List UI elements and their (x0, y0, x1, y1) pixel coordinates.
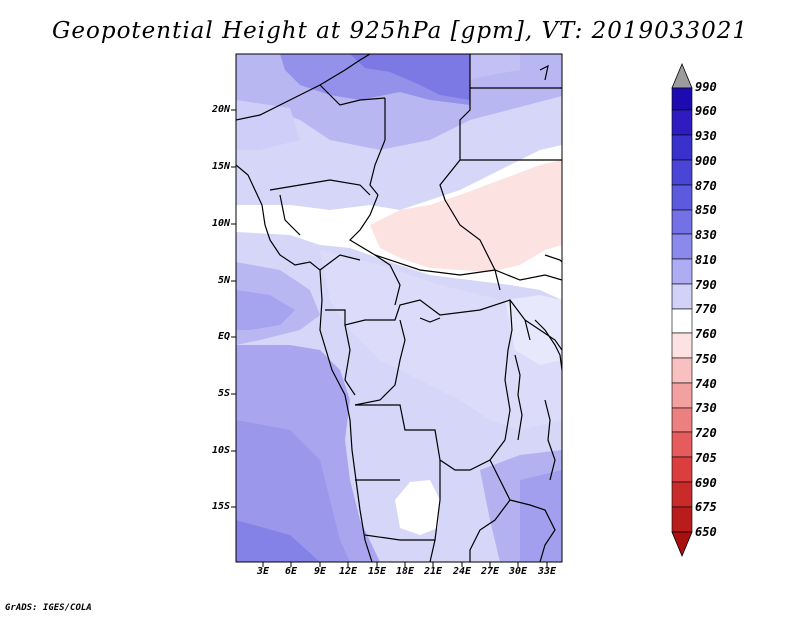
colorbar-label: 850 (695, 203, 717, 217)
colorbar-segment (671, 87, 693, 111)
lat-label: 15S (211, 501, 230, 512)
colorbar-label: 720 (695, 426, 717, 440)
colorbar-label: 760 (695, 327, 717, 341)
map-title: Geopotential Height at 925hPa [gpm], VT:… (52, 18, 748, 44)
colorbar-label: 690 (695, 476, 717, 490)
lat-label: 10S (211, 445, 230, 456)
colorbar-label: 650 (695, 525, 717, 539)
lon-label: 33E (537, 566, 557, 577)
lon-label: 12E (338, 566, 358, 577)
colorbar-segment (671, 159, 693, 186)
colorbar (671, 62, 693, 558)
colorbar-label: 830 (695, 228, 717, 242)
colorbar-segment (671, 407, 693, 433)
colorbar-segment (671, 357, 693, 384)
colorbar-segment (671, 506, 693, 533)
colorbar-segment (671, 134, 693, 161)
colorbar-label: 705 (695, 451, 717, 465)
lat-label: EQ (217, 331, 230, 342)
colorbar-label: 960 (695, 104, 717, 118)
lon-label: 15E (367, 566, 387, 577)
colorbar-label: 990 (695, 80, 717, 94)
colorbar-label: 810 (695, 253, 717, 267)
colorbar-segment (671, 209, 693, 235)
colorbar-segment (671, 233, 693, 260)
colorbar-label: 900 (695, 154, 717, 168)
colorbar-top-arrow (671, 62, 693, 89)
colorbar-label: 790 (695, 278, 717, 292)
colorbar-label: 930 (695, 129, 717, 143)
lat-label: 15N (211, 161, 230, 172)
lon-label: 21E (423, 566, 443, 577)
colorbar-segment (671, 283, 693, 310)
lat-label: 10N (211, 218, 230, 229)
lon-label: 18E (395, 566, 415, 577)
lon-label: 27E (480, 566, 500, 577)
map-frame (235, 53, 563, 563)
colorbar-label: 675 (695, 500, 717, 514)
lon-label: 6E (284, 566, 298, 577)
lon-label: 3E (256, 566, 270, 577)
colorbar-segment (671, 382, 693, 409)
colorbar-label: 750 (695, 352, 717, 366)
footer-credit: GrADS: IGES/COLA (5, 603, 92, 613)
colorbar-segment (671, 481, 693, 508)
lon-label: 24E (452, 566, 472, 577)
colorbar-label: 730 (695, 401, 717, 415)
colorbar-label: 740 (695, 377, 717, 391)
colorbar-label: 770 (695, 302, 717, 316)
colorbar-segment (671, 308, 693, 334)
colorbar-segment (671, 184, 693, 211)
lat-label: 5S (217, 388, 230, 399)
colorbar-label: 870 (695, 179, 717, 193)
country-borders (236, 54, 562, 562)
colorbar-segment (671, 456, 693, 483)
colorbar-segment (671, 431, 693, 458)
lat-label: 20N (211, 104, 230, 115)
lon-label: 9E (313, 566, 327, 577)
lon-label: 30E (508, 566, 528, 577)
colorbar-segment (671, 258, 693, 285)
colorbar-segment (671, 332, 693, 359)
colorbar-segment (671, 109, 693, 136)
colorbar-bottom-arrow (671, 531, 693, 558)
lat-label: 5N (217, 275, 230, 286)
